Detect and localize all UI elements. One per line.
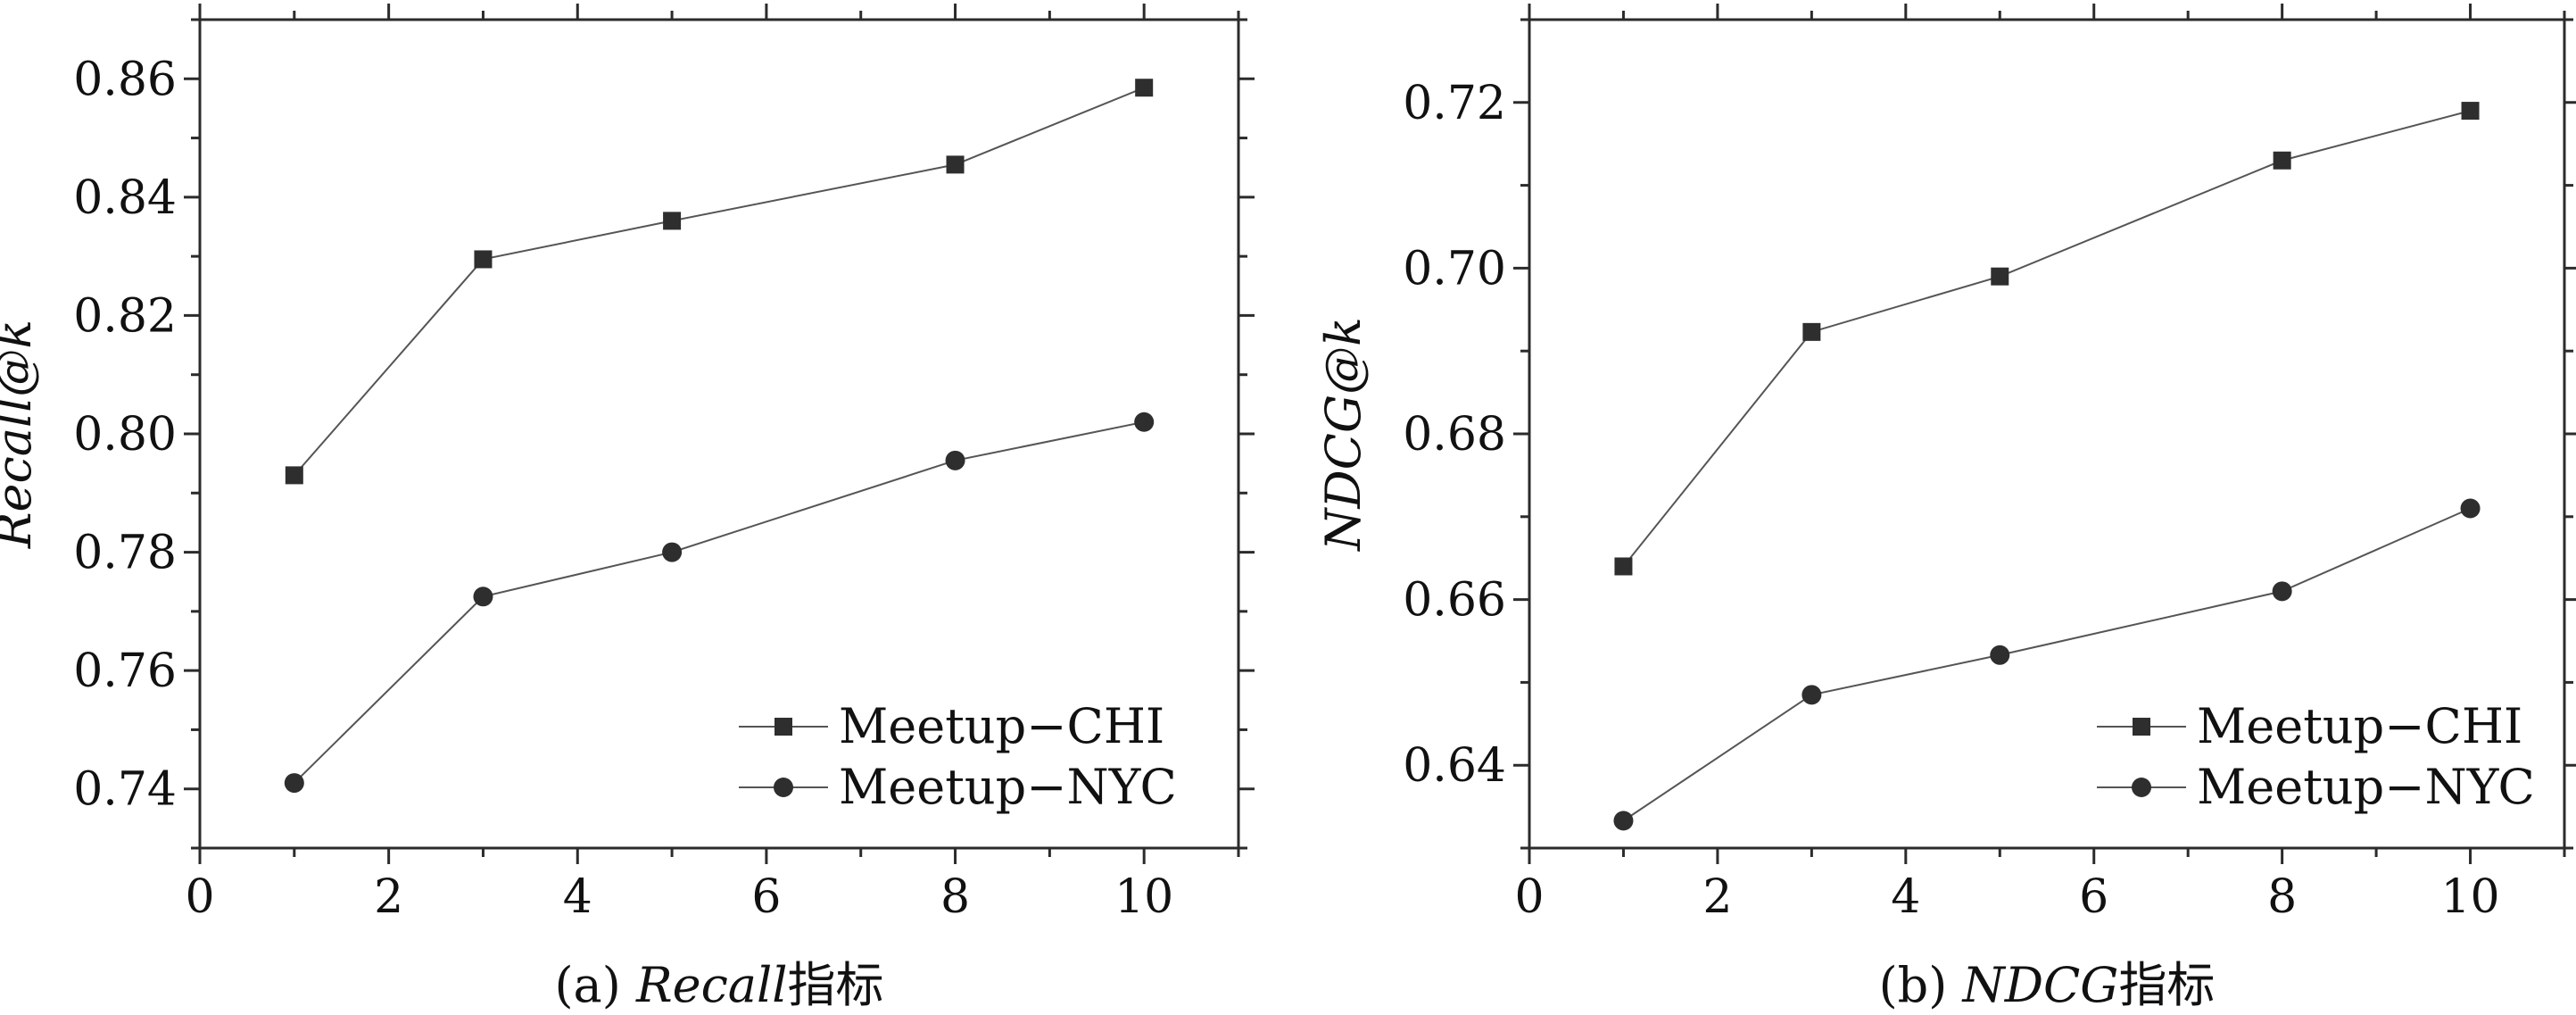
caption-suffix: 指标 (788, 957, 884, 1011)
legend-marker-square (2133, 718, 2150, 736)
panel-caption: (a) Recall指标 (554, 957, 883, 1011)
x-tick-label: 6 (2079, 870, 2108, 924)
legend-marker-circle (2132, 778, 2151, 797)
caption-metric: Recall (635, 957, 788, 1011)
panel-caption: (b) NDCG指标 (1879, 957, 2216, 1011)
data-point-square (2273, 151, 2291, 170)
legend-label: Meetup−CHI (839, 698, 1164, 754)
data-point-square (1135, 79, 1154, 97)
y-tick-label: 0.68 (1403, 408, 1506, 462)
data-point-circle (284, 773, 304, 794)
y-tick-label: 0.64 (1403, 739, 1506, 793)
y-axis-title: NDCG@k (1315, 317, 1371, 553)
legend-marker-square (774, 718, 792, 736)
data-point-square (1991, 267, 2009, 286)
caption-prefix: (b) (1879, 957, 1963, 1011)
x-tick-label: 4 (563, 870, 592, 924)
legend-label: Meetup−CHI (2197, 698, 2522, 754)
y-tick-label: 0.72 (1403, 77, 1506, 130)
x-tick-label: 2 (1702, 870, 1732, 924)
series-line-0 (294, 87, 1145, 477)
x-tick-label: 10 (2440, 870, 2499, 924)
data-point-circle (1613, 811, 1634, 831)
x-tick-label: 8 (940, 870, 970, 924)
legend-marker-circle (774, 778, 793, 797)
y-tick-label: 0.76 (73, 645, 177, 698)
x-tick-label: 8 (2267, 870, 2297, 924)
x-tick-label: 2 (374, 870, 403, 924)
series-line-0 (1622, 110, 2471, 568)
data-point-square (474, 250, 493, 269)
caption-suffix: 指标 (2118, 957, 2215, 1011)
y-tick-label: 0.78 (73, 527, 177, 580)
y-tick-label: 0.82 (73, 289, 177, 343)
y-axis-title: Recall@k (0, 320, 42, 549)
x-tick-label: 0 (185, 870, 214, 924)
x-tick-label: 4 (1891, 870, 1920, 924)
legend-label: Meetup−NYC (2197, 759, 2535, 815)
caption-prefix: (a) (554, 957, 636, 1011)
data-point-circle (2272, 581, 2292, 602)
y-tick-label: 0.74 (73, 763, 177, 817)
data-point-square (663, 212, 682, 230)
panel-recall: 0 2 4 6 8 10 0.74 0.76 0.78 0.80 0.82 0.84 0.86 Recal… (0, 4, 1255, 1013)
x-tick-label: 6 (751, 870, 781, 924)
y-tick-label: 0.66 (1403, 574, 1506, 628)
y-tick-label: 0.70 (1403, 242, 1506, 295)
data-point-circle (1802, 685, 1822, 705)
data-point-circle (473, 587, 493, 607)
x-tick-label: 10 (1114, 870, 1173, 924)
y-tick-label: 0.84 (73, 171, 177, 225)
caption-metric: NDCG (1960, 957, 2118, 1011)
data-point-square (946, 155, 965, 174)
data-point-circle (1134, 412, 1155, 432)
data-point-circle (2460, 498, 2481, 519)
data-point-square (285, 466, 303, 485)
x-tick-label: 0 (1514, 870, 1544, 924)
data-point-circle (945, 450, 965, 470)
y-tick-label: 0.80 (73, 408, 177, 462)
panel-ndcg: 0 2 4 6 8 10 0.64 0.66 0.68 0.70 0.72 NDCG@k (b) NDC… (1315, 4, 2576, 1013)
data-point-square (1614, 557, 1633, 576)
data-point-square (2461, 102, 2480, 121)
legend-label: Meetup−NYC (839, 759, 1177, 815)
data-point-square (1802, 322, 1821, 341)
y-tick-label: 0.86 (73, 53, 177, 106)
data-point-circle (662, 542, 683, 562)
data-point-circle (1990, 645, 2010, 665)
